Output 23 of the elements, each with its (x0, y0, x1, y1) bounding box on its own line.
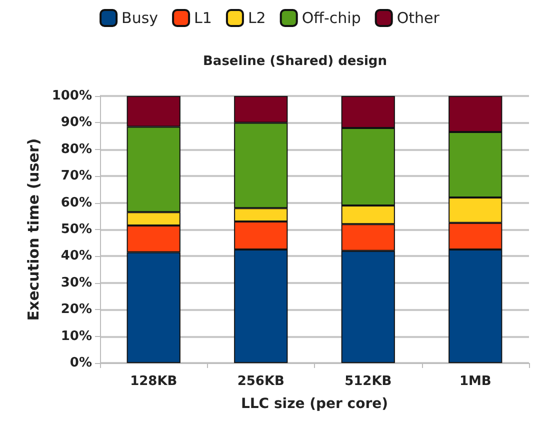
y-tick-label: 60% (60, 195, 92, 210)
legend-label: Other (396, 9, 440, 27)
legend-label: Busy (122, 9, 158, 27)
y-tick-label: 70% (60, 168, 92, 184)
y-tick-label: 0% (70, 356, 92, 370)
x-tick-label: 128KB (130, 374, 178, 389)
y-tick-label: 10% (60, 328, 92, 344)
y-tick-label: 30% (60, 275, 92, 290)
y-tick-label: 80% (60, 142, 92, 157)
x-tick-label: 512KB (344, 374, 392, 389)
legend-label: Off-chip (302, 9, 361, 27)
x-tick-label: 256KB (237, 374, 284, 389)
x-tick-label: 1MB (459, 374, 492, 389)
y-tick-label: 50% (60, 222, 92, 237)
y-tick-label: 90% (60, 115, 92, 130)
y-tick-label: 40% (60, 248, 92, 264)
legend-label: L2 (248, 9, 266, 27)
y-tick-label: 100% (52, 88, 92, 104)
x-axis-title: LLC size (per core) (240, 396, 388, 412)
y-axis-title: Execution time (user) (24, 138, 42, 321)
chart-title: Baseline (Shared) design (203, 54, 387, 69)
y-tick-label: 20% (60, 302, 92, 318)
legend-label: L1 (194, 9, 212, 27)
